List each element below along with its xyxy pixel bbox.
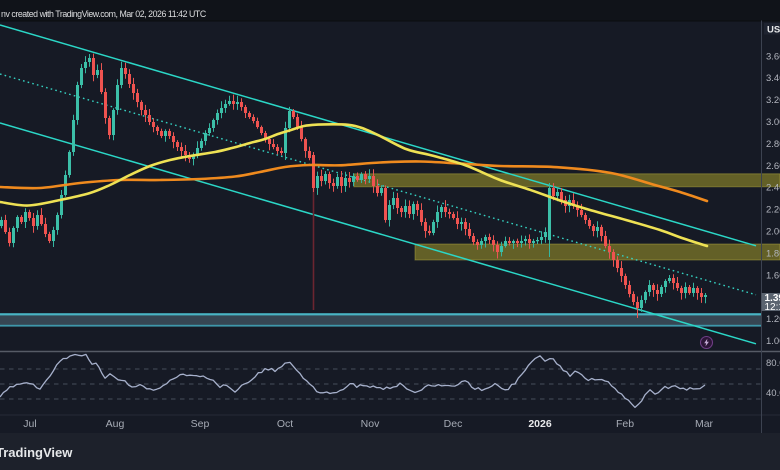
svg-text:1.80: 1.80: [766, 248, 780, 259]
svg-text:2.20: 2.20: [766, 205, 780, 216]
svg-text:Aug: Aug: [106, 418, 125, 430]
svg-text:3.60: 3.60: [766, 51, 780, 62]
svg-text:Mar: Mar: [695, 418, 714, 430]
svg-text:Jul: Jul: [23, 418, 36, 430]
svg-text:1.60: 1.60: [766, 270, 780, 281]
svg-text:nv created with TradingView.co: nv created with TradingView.com, Mar 02,…: [1, 9, 207, 19]
svg-text:2.60: 2.60: [766, 161, 780, 172]
svg-text:2.40: 2.40: [766, 183, 780, 194]
svg-text:TradingView: TradingView: [0, 445, 73, 460]
svg-text:2026: 2026: [528, 418, 552, 430]
svg-text:Dec: Dec: [444, 418, 463, 430]
svg-text:Oct: Oct: [277, 418, 293, 430]
svg-text:Sep: Sep: [191, 418, 210, 430]
svg-text:3.20: 3.20: [766, 95, 780, 106]
svg-text:2.00: 2.00: [766, 227, 780, 238]
svg-text:USD: USD: [767, 25, 780, 36]
svg-text:12:17:4: 12:17:4: [765, 302, 780, 313]
svg-text:2.80: 2.80: [766, 139, 780, 150]
svg-text:1.39: 1.39: [765, 293, 780, 304]
svg-text:3.40: 3.40: [766, 73, 780, 84]
svg-text:Nov: Nov: [361, 418, 380, 430]
svg-text:Feb: Feb: [616, 418, 634, 430]
svg-text:1.20: 1.20: [766, 314, 780, 325]
svg-text:1.00: 1.00: [766, 336, 780, 347]
svg-text:80.00: 80.00: [766, 358, 780, 369]
svg-text:40.00: 40.00: [766, 388, 780, 399]
svg-text:3.00: 3.00: [766, 117, 780, 128]
